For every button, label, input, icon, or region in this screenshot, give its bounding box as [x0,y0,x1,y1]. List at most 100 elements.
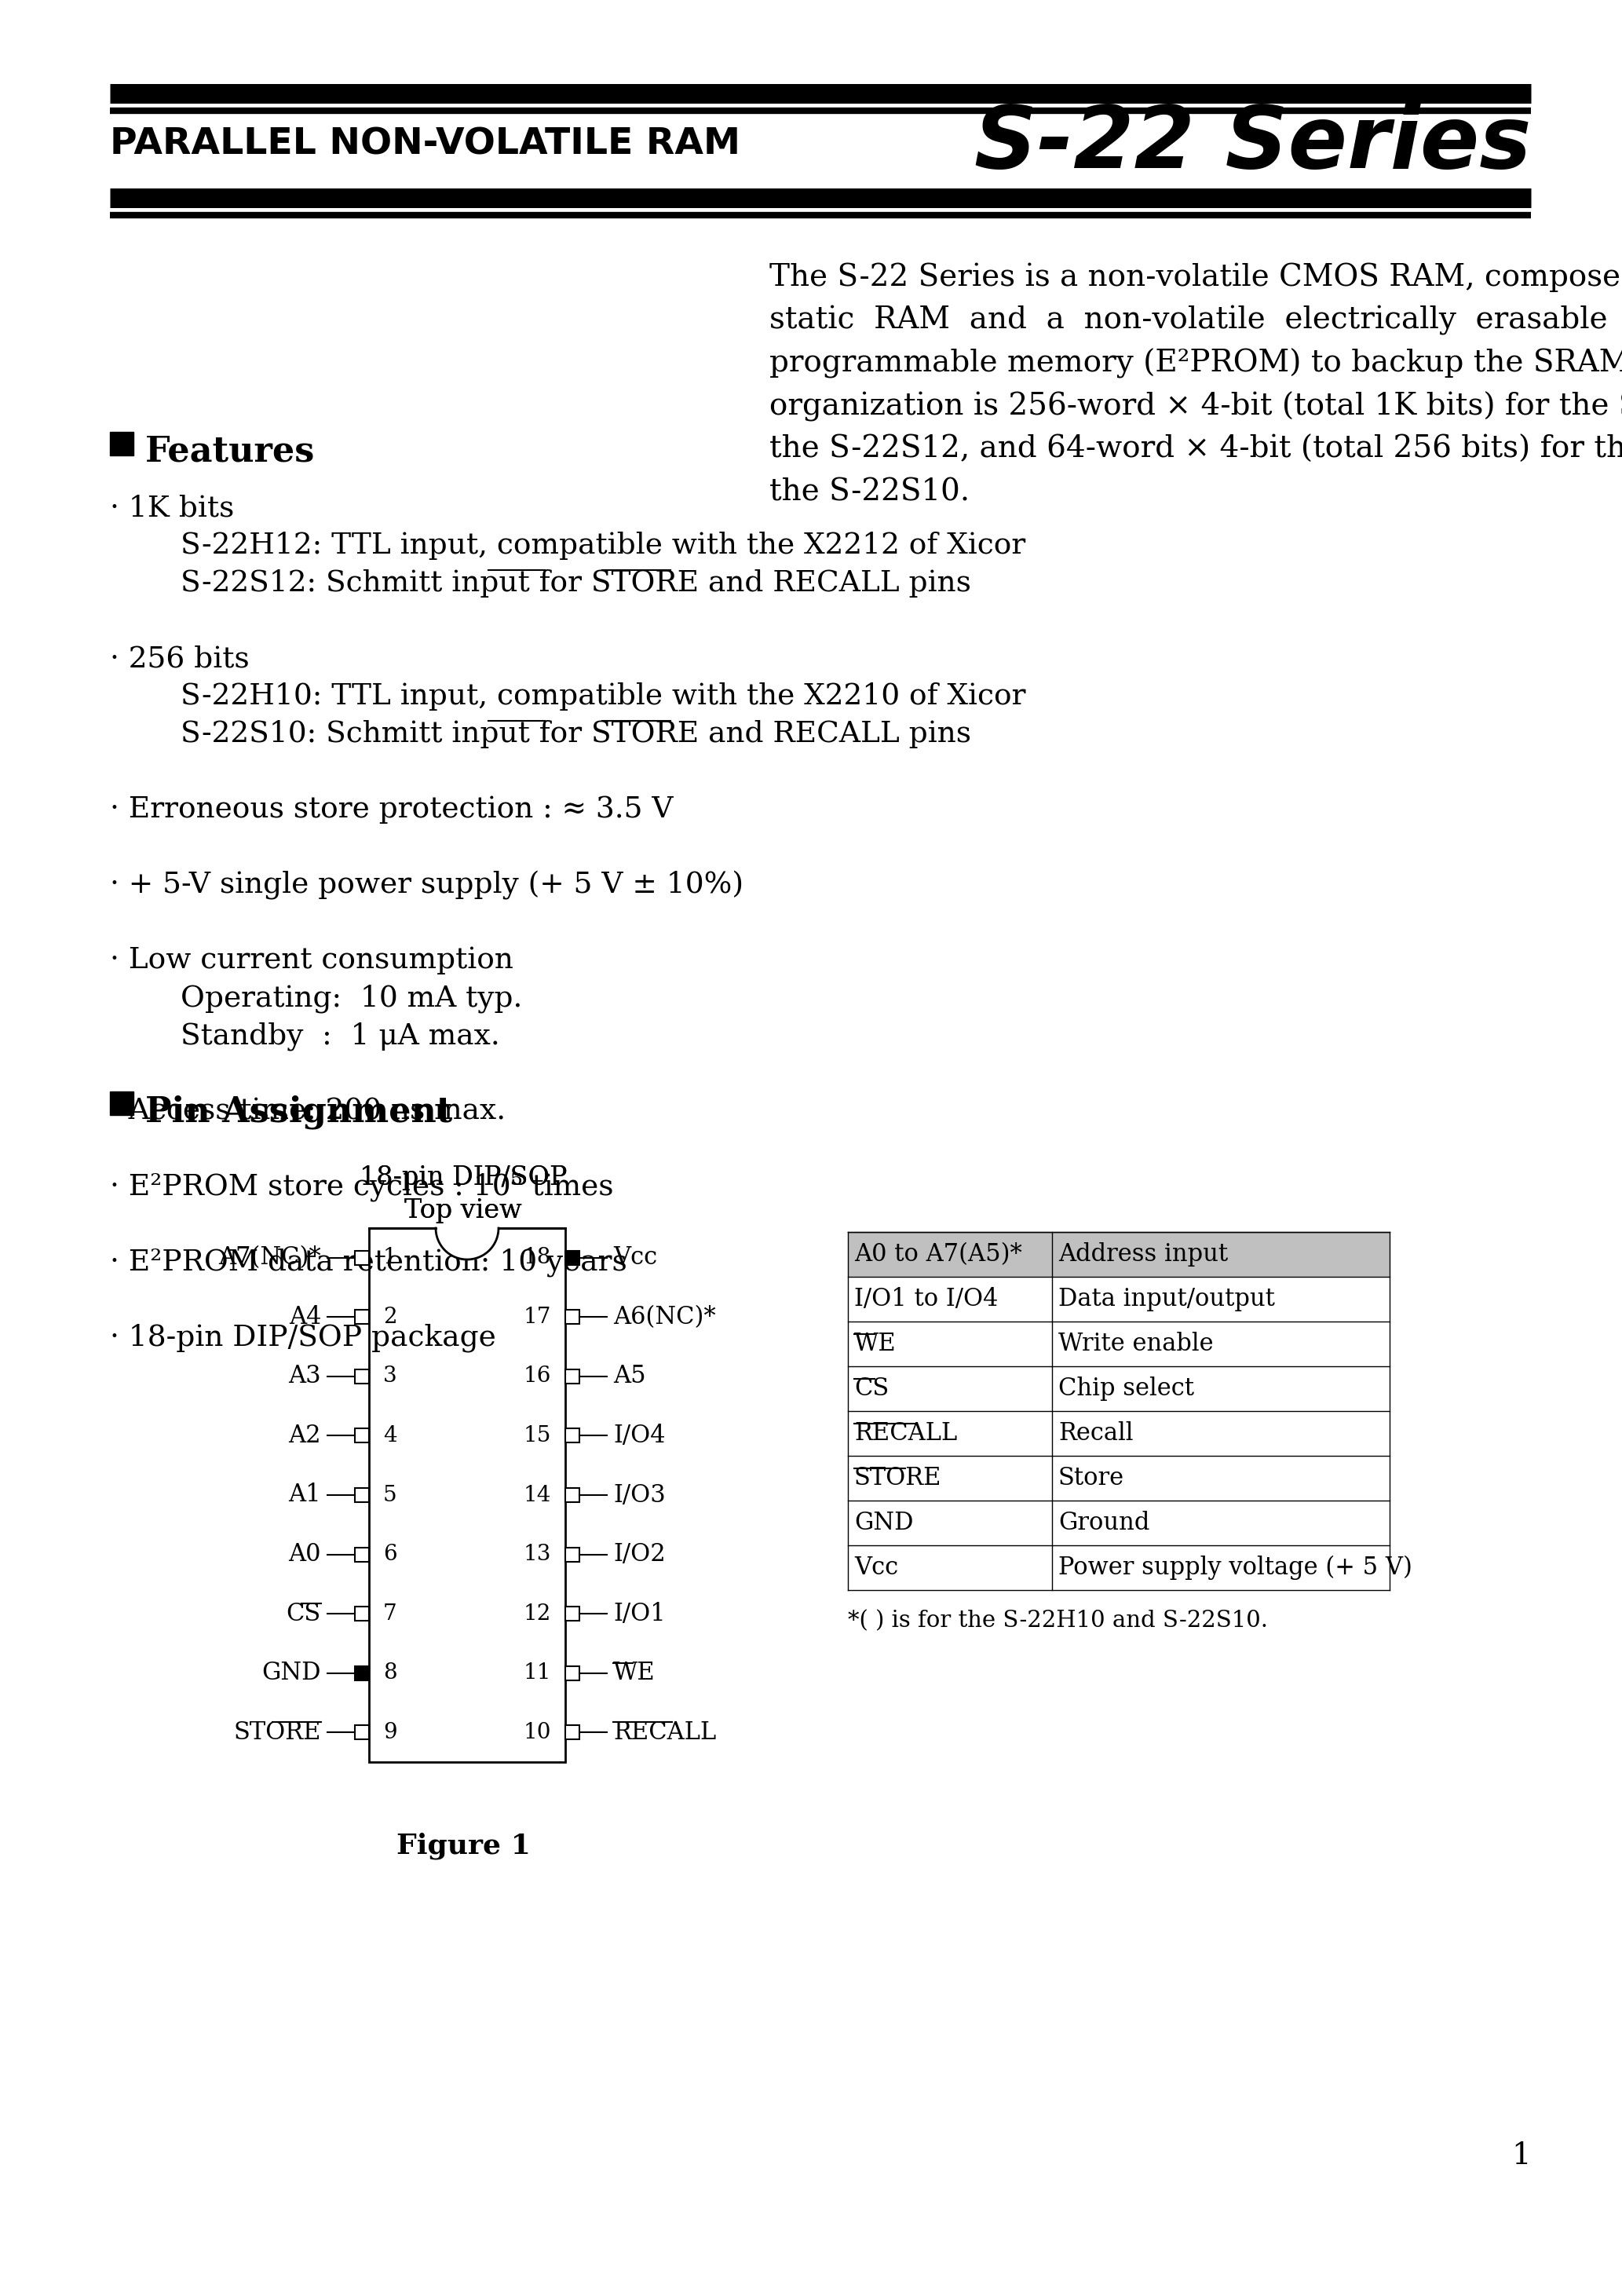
Bar [355,1607,368,1621]
Bar [355,1428,368,1442]
Text: · 1K bits: · 1K bits [110,494,234,521]
Text: 13: 13 [524,1543,551,1566]
Text: CS: CS [855,1378,889,1401]
Text: 18-pin DIP/SOP
Top view: 18-pin DIP/SOP Top view [360,1166,568,1224]
Text: 9: 9 [383,1722,397,1743]
Text: · Access time: 200 ns max.: · Access time: 200 ns max. [110,1097,506,1125]
Text: A3: A3 [289,1364,321,1389]
Text: I/O3: I/O3 [613,1483,665,1506]
Bar [355,1251,368,1265]
Text: 16: 16 [524,1366,551,1387]
Text: 17: 17 [524,1306,551,1327]
Bar [355,1724,368,1740]
Text: Features: Features [146,434,315,468]
Bar [564,1251,579,1265]
Text: 10: 10 [524,1722,551,1743]
Bar [355,1667,368,1681]
Text: S-22 Series: S-22 Series [973,103,1531,186]
Text: PARALLEL NON-VOLATILE RAM: PARALLEL NON-VOLATILE RAM [110,126,740,163]
Text: Pin Assignment: Pin Assignment [146,1095,453,1130]
Text: A1: A1 [289,1483,321,1506]
Text: S-22S12: Schmitt input for STORE and RECALL pins: S-22S12: Schmitt input for STORE and REC… [180,569,972,597]
Text: I/O4: I/O4 [613,1424,665,1449]
Text: A5: A5 [613,1364,646,1389]
Text: Chip select: Chip select [1058,1378,1194,1401]
Text: · E²PROM store cycles : 10⁵ times: · E²PROM store cycles : 10⁵ times [110,1173,613,1201]
Bar [355,1311,368,1325]
Text: the S-22S10.: the S-22S10. [769,478,970,507]
Text: · 256 bits: · 256 bits [110,645,250,673]
Text: the S-22S12, and 64-word × 4-bit (total 256 bits) for the S-22H10 and: the S-22S12, and 64-word × 4-bit (total … [769,434,1622,464]
Bar [564,1548,579,1561]
Bar [564,1667,579,1681]
Text: CS: CS [287,1603,321,1626]
Text: WE: WE [613,1660,655,1685]
Bar [564,1428,579,1442]
Text: · + 5-V single power supply (+ 5 V ± 10%): · + 5-V single power supply (+ 5 V ± 10%… [110,870,743,900]
Text: A7(NC)*: A7(NC)* [219,1247,321,1270]
Text: I/O2: I/O2 [613,1543,665,1566]
Text: Store: Store [1058,1467,1124,1490]
Text: 14: 14 [524,1486,551,1506]
Text: GND: GND [261,1660,321,1685]
Text: I/O1: I/O1 [613,1603,665,1626]
Text: 6: 6 [383,1543,397,1566]
Bar [110,432,133,455]
Text: I/O1 to I/O4: I/O1 to I/O4 [855,1288,998,1311]
Text: Standby  :  1 μA max.: Standby : 1 μA max. [180,1022,500,1049]
Text: Vcc: Vcc [613,1247,657,1270]
Text: Figure 1: Figure 1 [396,1832,530,1860]
Text: A2: A2 [289,1424,321,1449]
Text: WE: WE [855,1332,897,1357]
Text: GND: GND [855,1511,913,1536]
Text: STORE: STORE [234,1720,321,1745]
Text: · Erroneous store protection : ≈ 3.5 V: · Erroneous store protection : ≈ 3.5 V [110,794,673,824]
Text: S-22H12: TTL input, compatible with the X2212 of Xicor: S-22H12: TTL input, compatible with the … [180,533,1025,560]
Text: A0: A0 [289,1543,321,1566]
Text: 12: 12 [524,1603,551,1623]
Text: Recall: Recall [1058,1421,1134,1446]
Text: Write enable: Write enable [1058,1332,1213,1357]
Text: programmable memory (E²PROM) to backup the SRAM.   The: programmable memory (E²PROM) to backup t… [769,349,1622,379]
Text: 18: 18 [524,1247,551,1267]
Text: Data input/output: Data input/output [1058,1288,1275,1311]
Text: 5: 5 [383,1486,397,1506]
Text: STORE: STORE [855,1467,942,1490]
Text: A4: A4 [289,1304,321,1329]
Text: 3: 3 [383,1366,397,1387]
Text: · 18-pin DIP/SOP package: · 18-pin DIP/SOP package [110,1322,496,1352]
Text: · E²PROM data retention: 10 years: · E²PROM data retention: 10 years [110,1247,628,1277]
Bar [564,1488,579,1502]
Text: 1: 1 [383,1247,397,1267]
Text: 4: 4 [383,1426,397,1446]
Text: A6(NC)*: A6(NC)* [613,1304,715,1329]
Text: S-22H10: TTL input, compatible with the X2210 of Xicor: S-22H10: TTL input, compatible with the … [180,682,1025,712]
Bar [355,1488,368,1502]
Text: The S-22 Series is a non-volatile CMOS RAM, composed of a CMOS: The S-22 Series is a non-volatile CMOS R… [769,262,1622,292]
Text: Vcc: Vcc [855,1554,899,1580]
Text: Ground: Ground [1058,1511,1150,1536]
Text: S-22S10: Schmitt input for STORE and RECALL pins: S-22S10: Schmitt input for STORE and REC… [180,721,972,748]
Text: 15: 15 [524,1426,551,1446]
Text: Address input: Address input [1058,1242,1228,1267]
Bar [110,1091,133,1116]
Bar [848,1233,1390,1277]
Bar [368,1228,564,1761]
Text: static  RAM  and  a  non-volatile  electrically  erasable  and: static RAM and a non-volatile electrical… [769,305,1622,335]
Text: A0 to A7(A5)*: A0 to A7(A5)* [855,1242,1022,1267]
Bar [564,1368,579,1384]
Text: 2: 2 [383,1306,397,1327]
Text: RECALL: RECALL [855,1421,957,1446]
Text: Operating:  10 mA typ.: Operating: 10 mA typ. [180,985,522,1013]
Bar [355,1548,368,1561]
Text: organization is 256-word × 4-bit (total 1K bits) for the S-22H12 and: organization is 256-word × 4-bit (total … [769,393,1622,422]
Text: 18-pin DIP/SOP
Top view: 18-pin DIP/SOP Top view [360,1166,568,1224]
Bar [564,1607,579,1621]
Bar [355,1368,368,1384]
Text: · Low current consumption: · Low current consumption [110,946,513,974]
Bar [564,1311,579,1325]
Text: Power supply voltage (+ 5 V): Power supply voltage (+ 5 V) [1058,1554,1413,1580]
Bar [564,1724,579,1740]
Text: 1: 1 [1512,2142,1531,2170]
Text: 11: 11 [524,1662,551,1683]
